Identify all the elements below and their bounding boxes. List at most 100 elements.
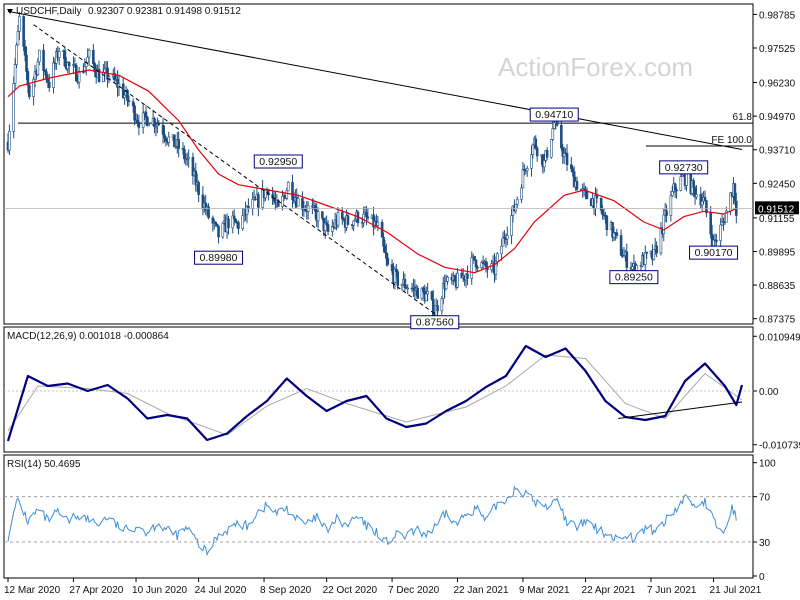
candle-body (422, 287, 425, 293)
candle-body (103, 68, 107, 73)
candle-body (715, 240, 718, 242)
candle-body (719, 224, 722, 241)
candle-body (207, 206, 210, 219)
candle-body (545, 150, 549, 158)
trendline (7, 10, 743, 150)
candle-body (570, 164, 573, 169)
candle-body (436, 305, 439, 312)
candle-body (47, 81, 51, 88)
price-label-box (410, 315, 460, 330)
candle-body (565, 152, 569, 165)
price-label-box (609, 270, 659, 285)
candle-body (221, 222, 225, 238)
candle-body (346, 215, 350, 225)
rsi-tick-label: 100 (759, 459, 776, 470)
price-label: 0.89980 (200, 252, 238, 264)
candle-body (396, 271, 400, 286)
candle-body (453, 275, 456, 282)
price-tick-label: 0.98785 (759, 10, 796, 21)
candle-body (131, 101, 135, 107)
fib-level-label: 61.8 (733, 112, 753, 123)
candle-body (383, 246, 387, 254)
candle-body (403, 278, 407, 288)
candle-body (214, 221, 217, 225)
candle-body (321, 211, 324, 219)
candle-body (426, 291, 429, 295)
candle-body (36, 61, 40, 75)
candle-body (550, 139, 553, 158)
candle-body (500, 245, 503, 255)
x-tick-label: 9 Mar 2021 (519, 585, 570, 596)
x-tick-label: 10 Jun 2020 (132, 585, 187, 596)
price-tick-label: 0.96230 (759, 79, 796, 90)
candle-body (146, 116, 149, 127)
candle-body (510, 215, 513, 236)
candle-body (695, 194, 698, 198)
price-label-box (689, 245, 739, 260)
candle-body (444, 281, 448, 290)
candle-body (440, 298, 444, 312)
candle-body (555, 120, 559, 126)
price-tick-label: 0.87375 (759, 315, 796, 326)
candle-body (57, 51, 61, 58)
candle-body (575, 181, 579, 190)
candle-body (161, 124, 165, 135)
macd-tick-label: 0.00 (759, 387, 779, 398)
candle-body (173, 134, 176, 148)
candle-body (670, 191, 674, 196)
candle-body (562, 152, 566, 157)
candle-body (352, 220, 355, 226)
x-tick-label: 8 Sep 2020 (260, 585, 312, 596)
candle-body (257, 194, 260, 208)
candle-body (619, 235, 623, 256)
candle-body (67, 62, 71, 67)
candle-body (157, 123, 161, 126)
candle-body (514, 204, 518, 212)
candle-body (147, 123, 151, 127)
macd-signal-line (7, 354, 743, 436)
candle-body (662, 214, 666, 234)
price-layer: 61.8 FE 100.0 0.92950 0.89980 0.87560 0.94710… (4, 10, 799, 330)
macd-trendline (618, 401, 743, 419)
rsi-layer (4, 485, 753, 557)
candle-body (366, 216, 370, 219)
candle-body (456, 272, 459, 288)
candle-body (136, 119, 139, 123)
candle-body (365, 212, 368, 218)
candle-body (424, 293, 428, 302)
candle-body (77, 71, 81, 83)
candle-body (473, 255, 476, 261)
candle-body (13, 64, 17, 84)
candle-body (430, 291, 434, 300)
macd-line (6, 344, 744, 442)
price-label-box (529, 107, 579, 122)
candle-body (385, 252, 388, 259)
candle-body (191, 156, 195, 177)
candle-body (183, 149, 186, 160)
candle-body (336, 212, 340, 226)
trendline (33, 24, 436, 315)
candle-body (432, 299, 435, 318)
x-tick-label: 24 Jul 2020 (195, 585, 247, 596)
price-tick-label: 0.91155 (759, 214, 795, 225)
x-tick-label: 22 Oct 2020 (323, 585, 378, 596)
candle-body (505, 235, 509, 240)
candle-body (52, 62, 55, 88)
fib-level-label: FE 100.0 (711, 135, 752, 146)
macd-title: MACD(12,26,9) 0.001018 -0.000864 (7, 331, 169, 342)
candle-body (316, 211, 320, 222)
price-label: 0.92950 (259, 156, 297, 168)
candle-body (18, 16, 21, 32)
price-tick-label: 0.94970 (759, 112, 796, 123)
candle-body (123, 94, 126, 98)
candle-body (669, 195, 673, 216)
candle-body (137, 121, 141, 128)
candle-body (496, 253, 499, 262)
candle-body (22, 16, 25, 47)
candle-body (177, 139, 180, 149)
candle-body (281, 195, 284, 207)
macd-panel-frame (3, 326, 754, 453)
candle-body (595, 195, 599, 199)
candle-body (232, 215, 236, 220)
candle-body (520, 187, 523, 200)
